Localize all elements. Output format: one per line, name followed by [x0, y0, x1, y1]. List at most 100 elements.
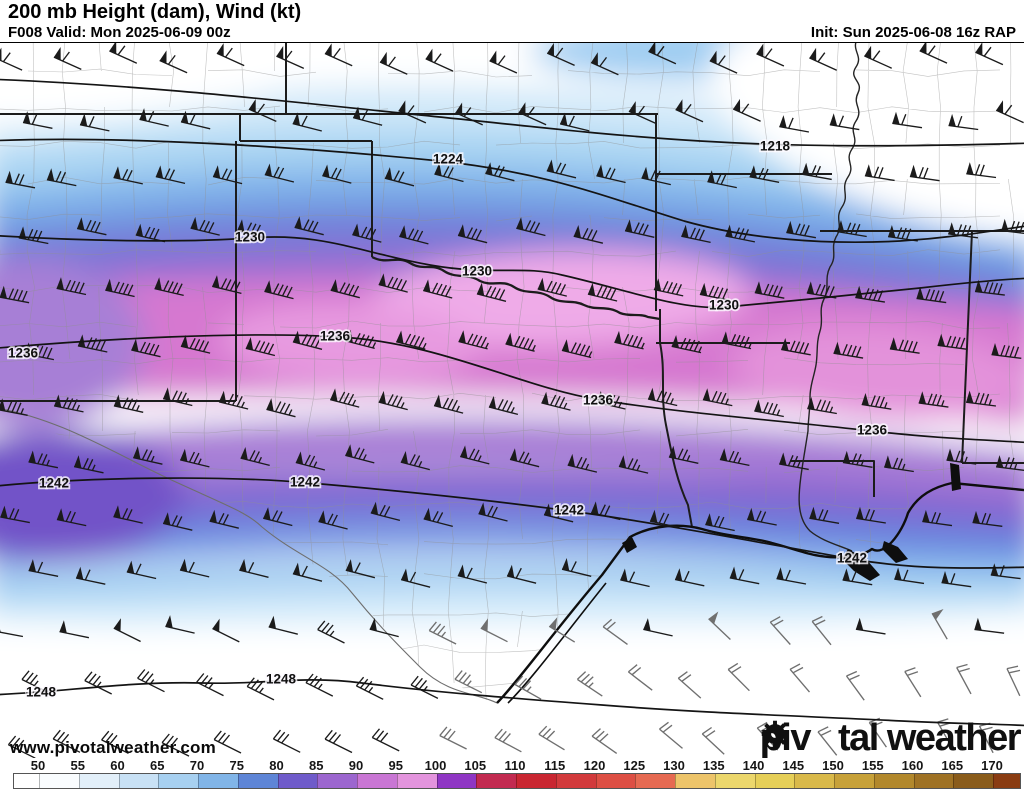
- colorbar-segment-165: [953, 774, 993, 788]
- legend-tick-150: 150: [822, 758, 844, 773]
- legend-tick-160: 160: [901, 758, 924, 773]
- legend-tick-140: 140: [742, 758, 765, 773]
- colorbar-segment-155: [873, 774, 914, 788]
- contour-label-1242: 1242: [290, 475, 320, 490]
- contour-label-1230: 1230: [235, 230, 265, 245]
- init-time-label: Init: Sun 2025-06-08 16z RAP: [810, 24, 1016, 41]
- colorbar-segment-110: [516, 774, 556, 788]
- colorbar-segment-65: [158, 774, 198, 788]
- barrier-islands: [507, 582, 607, 704]
- contour-label-1224: 1224: [433, 152, 464, 167]
- legend-tick-165: 165: [941, 758, 964, 773]
- logo-text-post: tal weather: [837, 717, 1022, 759]
- contour-labels-layer: 1218 1224 1230 1230 1230 1236 1236 1236 1236 1242…: [6, 137, 889, 702]
- legend-tick-145: 145: [782, 758, 805, 773]
- contour-label-1230: 1230: [462, 264, 492, 279]
- border-ok-panhandle: [239, 114, 372, 142]
- watermark-url: www.pivotalweather.com: [10, 738, 216, 757]
- contour-1230: [0, 235, 1024, 309]
- mississippi-river: [798, 43, 861, 552]
- contour-1224: [0, 138, 1024, 244]
- colorbar-trail-segment: [993, 774, 1020, 788]
- colorbar-segment-50: [39, 774, 79, 788]
- legend-tick-80: 80: [269, 758, 284, 773]
- border-red-river: [371, 255, 661, 321]
- legend-tick-135: 135: [702, 758, 725, 773]
- colorbar-segment-160: [913, 774, 954, 788]
- colorbar-segment-85: [317, 774, 357, 788]
- colorbar-segment-60: [118, 774, 159, 788]
- contour-label-1236: 1236: [8, 346, 39, 361]
- colorbar-segment-130: [675, 774, 715, 788]
- legend-tick-60: 60: [110, 758, 125, 773]
- legend-tick-105: 105: [464, 758, 487, 773]
- map-area: 1218 1224 1230 1230 1230 1236 1236 1236 1236 1242…: [0, 42, 1024, 760]
- colorbar-segment-150: [834, 774, 874, 788]
- legend-tick-125: 125: [623, 758, 646, 773]
- colorbar-segment-105: [476, 774, 516, 788]
- header-bar: 200 mb Height (dam), Wind (kt) F008 Vali…: [0, 0, 1024, 42]
- legend-tick-155: 155: [861, 758, 884, 773]
- colorbar-segment-125: [635, 774, 675, 788]
- border-la-ms: [790, 460, 875, 497]
- contour-label-1236: 1236: [320, 329, 351, 344]
- wind-barbs-layer: [0, 43, 1024, 759]
- contour-label-1218: 1218: [760, 139, 791, 154]
- legend-tick-115: 115: [544, 758, 566, 773]
- rio-grande-border: [0, 408, 498, 704]
- border-ms-al: [961, 230, 973, 464]
- colorbar-segment-100: [436, 774, 477, 788]
- legend-tick-50: 50: [30, 758, 46, 773]
- rivers-layer: [0, 43, 861, 704]
- contour-1242: [0, 477, 1024, 569]
- valid-time-label: F008 Valid: Mon 2025-06-09 00z: [8, 24, 231, 41]
- legend-tick-70: 70: [189, 758, 205, 773]
- legend-tick-65: 65: [150, 758, 165, 773]
- wind-speed-legend: 50 55 60 65 70 75 80 85 90 95 100 105 110 115 120 125 13…: [0, 758, 1024, 791]
- colorbar-segment-135: [714, 774, 755, 788]
- legend-tick-110: 110: [504, 758, 526, 773]
- contour-label-1242: 1242: [554, 503, 584, 518]
- contour-1218: [0, 78, 1024, 147]
- mobile-bay: [950, 463, 961, 491]
- pivotal-weather-logo: piv tal weather: [760, 717, 1022, 759]
- colorbar-segment-115: [555, 774, 596, 788]
- colorbar-segment-75: [237, 774, 278, 788]
- colorbar-lead-segment: [14, 774, 39, 788]
- legend-tick-75: 75: [229, 758, 244, 773]
- colorbar-segment-70: [198, 774, 238, 788]
- legend-tick-130: 130: [663, 758, 685, 773]
- legend-tick-95: 95: [388, 758, 403, 773]
- legend-tick-100: 100: [424, 758, 447, 773]
- contour-label-1242: 1242: [837, 551, 867, 566]
- contour-label-1236: 1236: [857, 423, 888, 438]
- colorbar-segment-95: [396, 774, 437, 788]
- contour-1248: [0, 679, 1024, 727]
- colorbar-segment-80: [277, 774, 318, 788]
- contour-label-1248: 1248: [26, 685, 57, 700]
- colorbar-segment-140: [754, 774, 795, 788]
- la-delta-marsh: [842, 541, 908, 581]
- gear-icon: [761, 720, 839, 754]
- colorbar-segment-55: [78, 774, 119, 788]
- contour-label-1236: 1236: [583, 393, 614, 408]
- contour-1236: [0, 334, 1024, 444]
- contour-label-1248: 1248: [266, 672, 297, 687]
- legend-color-bar: [13, 773, 1021, 789]
- colorbar-segment-145: [794, 774, 834, 788]
- legend-tick-90: 90: [348, 758, 364, 773]
- legend-tick-85: 85: [309, 758, 324, 773]
- galveston-bay: [622, 537, 637, 553]
- weather-map-svg: 1218 1224 1230 1230 1230 1236 1236 1236 1236 1242…: [0, 43, 1024, 759]
- wind-speed-shading-layer: [0, 43, 1024, 759]
- contour-label-1230: 1230: [709, 298, 739, 313]
- page-title: 200 mb Height (dam), Wind (kt): [8, 1, 302, 23]
- legend-tick-170: 170: [981, 758, 1003, 773]
- border-tx-nm: [0, 141, 237, 402]
- legend-tick-55: 55: [70, 758, 85, 773]
- legend-tick-120: 120: [583, 758, 606, 773]
- height-contours-layer: [0, 78, 1024, 727]
- colorbar-segment-120: [595, 774, 636, 788]
- colorbar-segment-90: [357, 774, 397, 788]
